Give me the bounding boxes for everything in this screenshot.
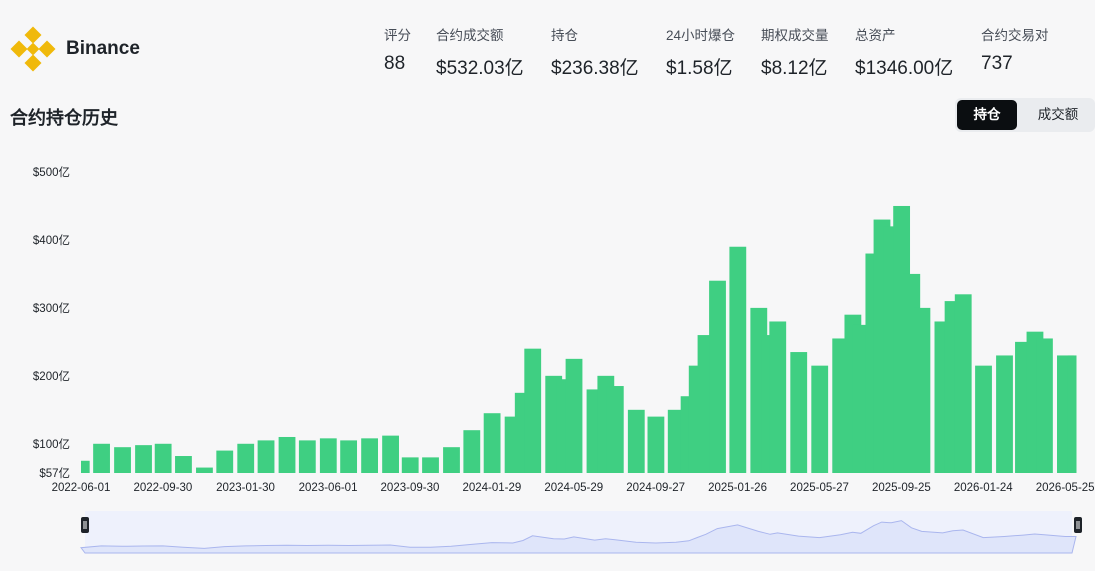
stat-value: $8.12亿 <box>761 58 828 79</box>
stat-label: 期权成交量 <box>761 28 829 43</box>
stat-value: $1346.00亿 <box>855 58 954 79</box>
chart-mode-toggle: 持仓 成交额 <box>955 98 1095 132</box>
y-tick-label: $200亿 <box>33 370 70 383</box>
x-tick-label: 2024-01-29 <box>462 482 521 494</box>
stat-score: 评分 88 <box>384 24 411 75</box>
x-tick-label: 2024-09-27 <box>626 482 685 494</box>
bar <box>382 435 399 473</box>
bar <box>319 438 337 473</box>
bar <box>769 321 787 473</box>
stat-value: 737 <box>981 53 1013 74</box>
stat-label: 合约交易对 <box>981 28 1049 43</box>
bar <box>975 365 992 473</box>
range-navigator[interactable] <box>80 511 1082 554</box>
tab-open-interest[interactable]: 持仓 <box>957 100 1017 130</box>
stat-value: $236.38亿 <box>551 58 639 79</box>
bar <box>257 440 275 473</box>
x-tick-label: 2026-01-24 <box>954 482 1013 494</box>
bar <box>729 246 747 473</box>
stat-futures-volume: 合约成交额 $532.03亿 <box>436 24 524 80</box>
stat-value: $1.58亿 <box>666 58 733 79</box>
y-tick-label: $57亿 <box>39 467 70 480</box>
stat-open-interest: 持仓 $236.38亿 <box>551 24 639 80</box>
stat-label: 24小时爆仓 <box>666 28 736 43</box>
x-tick-label: 2025-09-25 <box>872 482 931 494</box>
y-tick-label: $400亿 <box>33 234 70 247</box>
stat-value: $532.03亿 <box>436 58 524 79</box>
bar <box>524 348 542 473</box>
bar <box>340 440 358 473</box>
y-tick-label: $100亿 <box>33 438 70 451</box>
bar <box>913 307 931 473</box>
x-tick-label: 2022-06-01 <box>52 482 111 494</box>
navigator-right-handle[interactable] <box>1074 517 1082 533</box>
bar <box>196 467 213 473</box>
bar <box>606 386 624 473</box>
stat-label: 持仓 <box>551 28 578 43</box>
y-axis: $57亿 $100亿 $200亿 $300亿 $400亿 $500亿 <box>33 166 70 480</box>
bar <box>154 443 172 473</box>
stat-options-volume: 期权成交量 $8.12亿 <box>761 24 829 80</box>
bar <box>627 409 645 473</box>
stat-label: 合约成交额 <box>436 28 504 43</box>
bar <box>790 352 808 473</box>
bar <box>175 456 192 473</box>
bar <box>852 324 870 473</box>
y-tick-label: $300亿 <box>33 302 70 315</box>
bar-series <box>81 205 1077 474</box>
y-tick-label: $500亿 <box>33 166 70 179</box>
x-tick-label: 2024-05-29 <box>544 482 603 494</box>
bar <box>811 365 829 473</box>
bar <box>996 355 1013 473</box>
bar <box>93 443 110 473</box>
stat-liquidations-24h: 24小时爆仓 $1.58亿 <box>666 24 735 80</box>
stat-trading-pairs: 合约交易对 737 <box>981 24 1049 75</box>
tab-volume[interactable]: 成交额 <box>1037 107 1079 122</box>
bar <box>954 294 972 473</box>
bar <box>1067 355 1077 473</box>
bar <box>361 438 379 473</box>
bar <box>667 409 685 473</box>
x-tick-label: 2023-09-30 <box>381 482 440 494</box>
exchange-name: Binance <box>66 38 140 59</box>
stat-total-assets: 总资产 $1346.00亿 <box>855 24 953 80</box>
x-tick-label: 2026-05-25 <box>1036 482 1095 494</box>
bar <box>114 447 131 473</box>
bar <box>216 450 234 473</box>
navigator-left-handle[interactable] <box>81 517 89 533</box>
bar <box>298 440 316 473</box>
x-tick-label: 2023-01-30 <box>216 482 275 494</box>
bar <box>483 413 501 473</box>
bar <box>278 436 296 473</box>
stat-value: 88 <box>384 53 406 74</box>
bar <box>135 445 152 473</box>
bar <box>401 457 419 473</box>
bar <box>422 457 439 473</box>
bar <box>565 358 583 473</box>
bar <box>647 416 665 473</box>
bar <box>709 280 726 473</box>
exchange-header: Binance 评分 88 合约成交额 $532.03亿 持仓 $236.38亿… <box>0 0 1095 95</box>
x-tick-label: 2025-05-27 <box>790 482 849 494</box>
bar <box>81 460 90 473</box>
bar <box>443 447 460 473</box>
bar <box>463 430 481 473</box>
x-tick-label: 2025-01-26 <box>708 482 767 494</box>
bar <box>237 443 255 473</box>
section-title: 合约持仓历史 <box>10 108 118 128</box>
x-axis: 2022-06-01 2022-09-30 2023-01-30 2023-06-01… <box>52 482 1095 494</box>
navigator-area <box>80 520 1077 554</box>
stat-label: 总资产 <box>855 28 896 43</box>
x-tick-label: 2023-06-01 <box>299 482 358 494</box>
bar <box>1036 338 1053 473</box>
x-tick-label: 2022-09-30 <box>133 482 192 494</box>
stat-label: 评分 <box>384 28 411 43</box>
binance-logo-icon <box>10 26 56 72</box>
